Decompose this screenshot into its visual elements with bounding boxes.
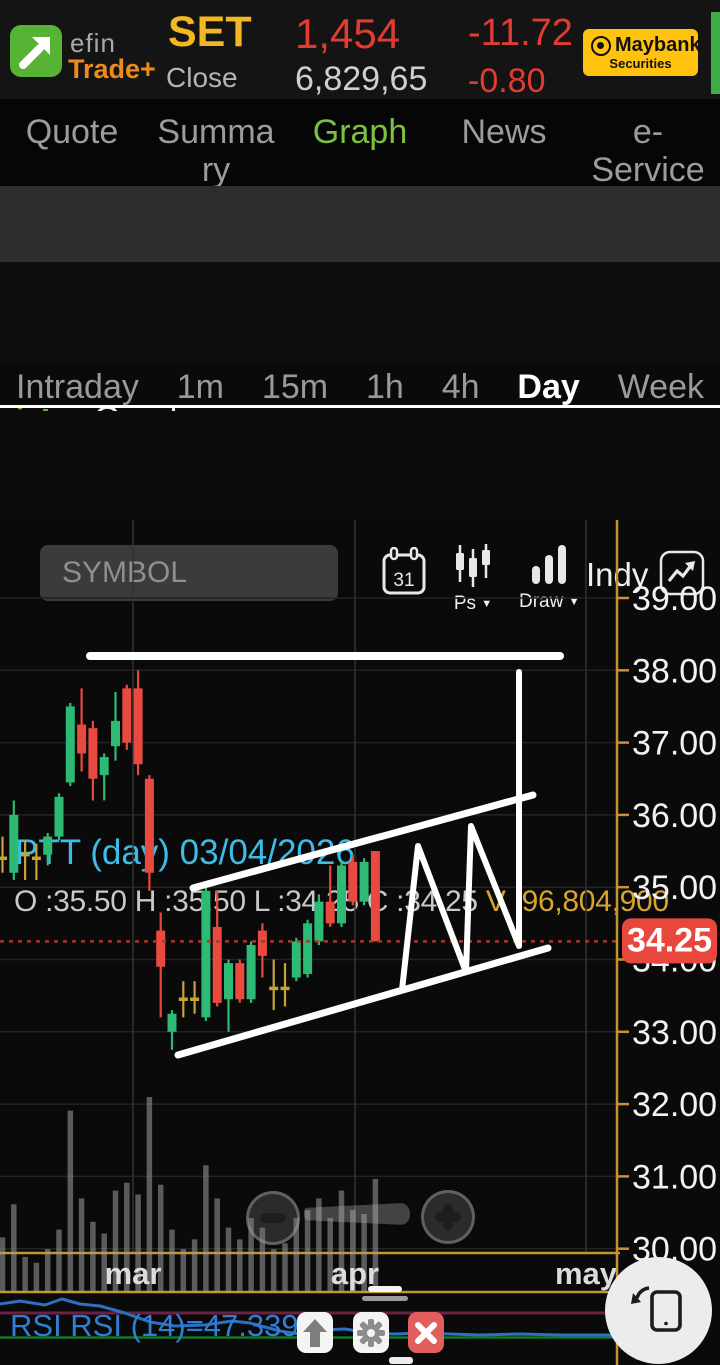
tf-day[interactable]: Day [517,368,580,406]
index-value: 1,454 [295,10,401,57]
caret-down-icon: ▼ [568,596,580,608]
close-label: Close [166,62,238,93]
svg-text:38.00: 38.00 [632,652,717,690]
broker-logo: Maybank Securities [583,29,701,76]
svg-text:37.00: 37.00 [632,725,717,763]
svg-text:32.00: 32.00 [632,1086,717,1124]
svg-text:33.00: 33.00 [632,1014,717,1052]
tab-summary[interactable]: Summary [157,113,275,190]
maybank-emblem-icon [591,35,611,56]
app-name-efin: efin [70,28,116,58]
svg-text:39.00: 39.00 [632,580,717,618]
tf-intraday[interactable]: Intraday [16,368,139,406]
svg-text:36.00: 36.00 [632,797,717,835]
index-name: SET [168,8,252,56]
app-name-trade: Trade+ [68,54,156,84]
svg-text:mar: mar [105,1256,162,1291]
svg-text:34.25: 34.25 [627,921,712,959]
zoom-slider[interactable] [304,1203,410,1225]
close-icon [415,1321,437,1344]
candles [0,670,380,1050]
chart-toolbar: 31 Ps ▼ Draw ▼ Indy [0,262,720,614]
pane-drag-handle[interactable] [362,1296,408,1301]
indicator-settings-button[interactable] [353,1312,389,1353]
symbol-input[interactable] [40,545,338,601]
x-axis-labels: mar apr may [105,1256,618,1291]
zoom-out-button[interactable] [246,1191,300,1245]
tf-4h[interactable]: 4h [441,368,480,406]
main-nav-tabs: Quote Summary Graph News e-Service [0,99,720,190]
last-price-badge [622,918,717,964]
efin-trade-logo-icon[interactable] [10,25,62,77]
draw-icon[interactable]: Draw ▼ [519,544,580,613]
volume-bars [0,1097,379,1292]
close-value: 6,829,65 [295,60,428,98]
rotate-device-icon [630,1285,682,1332]
index-change: -11.72 [468,12,573,54]
timeframe-bar: Intraday 1m 15m 1h 4h Day Week [0,362,720,408]
rsi-indicator-label: RSI RSI (14)=47.3391 [10,1308,316,1343]
price-chart-canvas[interactable]: maraprmay39.0038.0037.0036.0035.0034.003… [0,520,720,1365]
channel-lower [174,944,552,1059]
app-header: efin Trade+ SET Close 1,454 6,829,65 -11… [0,0,720,100]
svg-text:may: may [555,1256,618,1291]
tab-news[interactable]: News [461,113,547,151]
x-axis-scroll-marker [368,1286,402,1292]
header-edge-indicator [711,12,720,94]
tf-1h[interactable]: 1h [365,368,404,406]
gear-icon [357,1318,385,1347]
rsi-line [0,1297,617,1337]
broker-name: Maybank [615,34,701,56]
bottom-scroll-marker [389,1357,413,1364]
calendar-icon[interactable]: 31 [381,546,427,604]
indicator-remove-button[interactable] [408,1312,444,1353]
svg-text:apr: apr [331,1256,379,1291]
zigzag-pattern [399,669,522,993]
tab-graph[interactable]: Graph [312,113,408,151]
trend-drawings [86,652,564,1059]
tf-week[interactable]: Week [617,368,704,406]
close-change: -0.80 [468,62,546,100]
gridlines [0,520,617,1253]
zoom-in-button[interactable] [421,1190,475,1244]
rotate-screen-button[interactable] [605,1257,712,1364]
broker-subtitle: Securities [609,56,672,71]
section-header: Graph [0,186,720,438]
svg-text:31.00: 31.00 [632,1158,717,1196]
tab-eservice[interactable]: e-Service [591,113,705,190]
tf-1m[interactable]: 1m [176,368,224,406]
chart-info: PTT (day) 03/04/2026 O :35.50 H :35.50 L… [0,411,720,918]
svg-text:31: 31 [393,570,414,591]
tf-15m[interactable]: 15m [261,368,329,406]
tab-quote[interactable]: Quote [25,113,119,151]
svg-text:35.00: 35.00 [632,869,717,907]
channel-upper [189,791,537,892]
indicator-icon[interactable] [659,550,705,601]
arrow-up-icon [303,1318,327,1347]
chart-title: PTT (day) 03/04/2026 [15,833,355,872]
caret-down-icon: ▼ [481,598,493,610]
indicator-move-up-button[interactable] [297,1312,333,1353]
